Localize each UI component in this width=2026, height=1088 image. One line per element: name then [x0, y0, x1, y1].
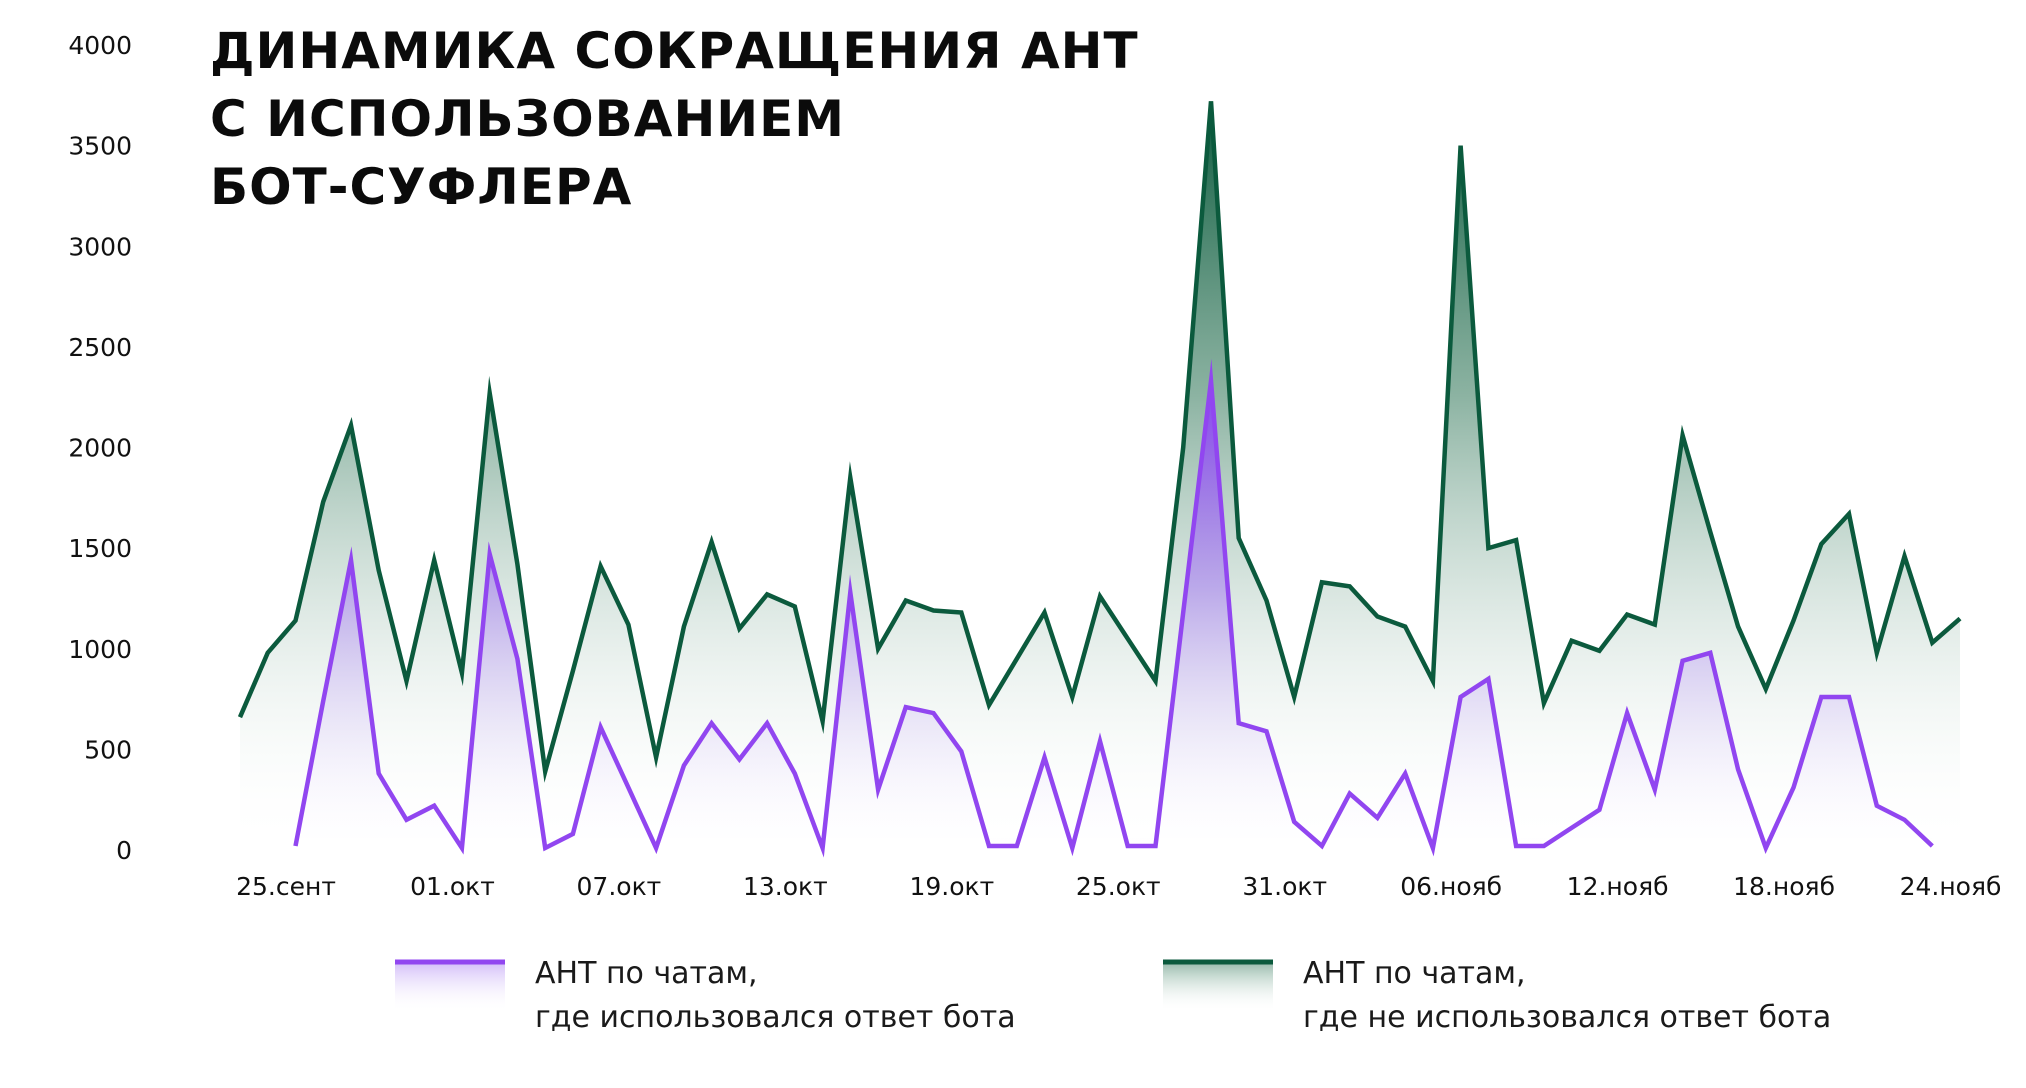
legend-swatch-area-bot	[395, 962, 505, 1010]
x-tick-label: 24.нояб	[1900, 872, 2002, 901]
legend-swatches	[395, 959, 1273, 1010]
series-layer	[237, 101, 1962, 858]
x-tick-label: 18.нояб	[1733, 872, 1835, 901]
series-nobot-line	[237, 101, 1962, 783]
legend-item-nobot-line1: АНТ по чатам,	[1303, 956, 1526, 991]
y-tick-label: 3500	[68, 132, 132, 161]
x-axis: 25.сент 01.окт 07.окт 13.окт 19.окт 25.окт 31.…	[236, 872, 2001, 901]
y-tick-label: 4000	[68, 31, 132, 60]
series-bot-line	[293, 358, 1934, 858]
x-tick-label: 13.окт	[743, 872, 828, 901]
y-tick-label: 2000	[68, 434, 132, 463]
x-tick-label: 06.нояб	[1400, 872, 1502, 901]
x-tick-label: 07.окт	[577, 872, 662, 901]
x-tick-label: 31.окт	[1242, 872, 1327, 901]
y-tick-label: 1500	[68, 534, 132, 563]
series-nobot-area	[240, 101, 1960, 839]
legend-item-bot-line1: АНТ по чатам,	[535, 956, 758, 991]
legend-swatch-area-nobot	[1163, 962, 1273, 1010]
legend-item-nobot: АНТ по чатам, где не использовался ответ…	[1303, 952, 1831, 1040]
x-tick-label: 12.нояб	[1567, 872, 1669, 901]
y-tick-label: 3000	[68, 232, 132, 261]
legend-item-bot-line2: где использовался ответ бота	[535, 1000, 1016, 1035]
y-axis: 0 500 1000 1500 2000 2500 3000 3500 4000	[68, 31, 132, 865]
legend-item-bot: АНТ по чатам, где использовался ответ бо…	[535, 952, 1016, 1040]
chart-title-line-1: ДИНАМИКА СОКРАЩЕНИЯ АНТ	[210, 22, 1139, 80]
x-tick-label: 01.окт	[410, 872, 495, 901]
x-tick-label: 25.окт	[1076, 872, 1161, 901]
x-tick-label: 25.сент	[236, 872, 336, 901]
y-tick-label: 0	[116, 836, 132, 865]
y-tick-label: 500	[84, 735, 132, 764]
y-tick-label: 1000	[68, 635, 132, 664]
x-tick-label: 19.окт	[909, 872, 994, 901]
chart-title-line-3: БОТ-СУФЛЕРА	[210, 158, 633, 216]
y-tick-label: 2500	[68, 333, 132, 362]
legend-item-nobot-line2: где не использовался ответ бота	[1303, 1000, 1832, 1035]
chart-title-line-2: С ИСПОЛЬЗОВАНИЕМ	[210, 90, 846, 148]
